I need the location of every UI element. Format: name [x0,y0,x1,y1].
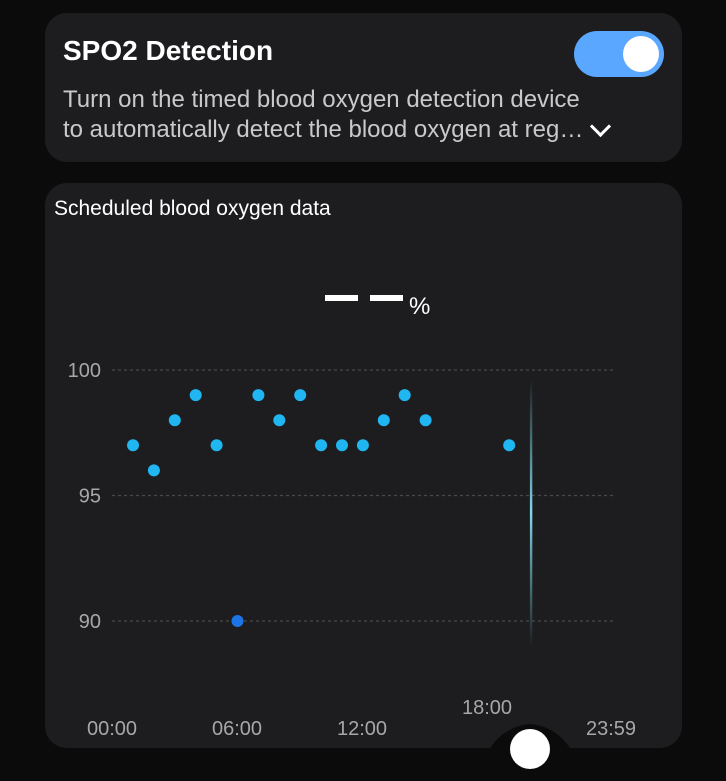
x-tick-label: 12:00 [337,718,387,740]
spo2-title: SPO2 Detection [63,35,274,66]
data-point[interactable] [419,414,432,427]
data-point[interactable] [273,414,286,427]
data-point[interactable] [503,439,516,452]
x-tick-label: 06:00 [212,718,262,740]
y-tick-label: 90 [79,611,101,633]
y-tick-label: 95 [79,486,101,508]
toggle-knob [623,36,659,72]
reading-unit: % [409,293,431,320]
current-reading: % [325,273,430,320]
data-point[interactable] [315,439,328,452]
data-point[interactable] [147,464,160,477]
data-point[interactable] [127,439,139,452]
data-point[interactable] [168,414,181,427]
data-point[interactable] [398,389,411,402]
x-tick-label: 00:00 [87,718,137,740]
scrubber-handle[interactable] [510,729,550,769]
x-tick-label: 18:00 [462,697,512,719]
time-cursor-line[interactable] [529,380,533,646]
data-point[interactable] [356,439,369,452]
spo2-description[interactable]: Turn on the timed blood oxygen detection… [63,85,612,145]
data-point[interactable] [336,439,348,452]
x-tick-label: 23:59 [586,718,636,740]
data-point[interactable] [189,389,202,402]
data-point[interactable] [252,389,265,402]
y-tick-label: 100 [68,360,101,382]
description-line-1: Turn on the timed blood oxygen detection… [63,86,580,113]
chart-title: Scheduled blood oxygen data [54,197,331,220]
blood-oxygen-chart-card: Scheduled blood oxygen data % [45,183,682,748]
data-point[interactable] [231,615,244,627]
spo2-detection-card: SPO2 Detection Turn on the timed blood o… [45,13,682,162]
reading-dash [325,295,358,301]
data-point[interactable] [294,389,307,402]
spo2-toggle[interactable] [574,31,664,77]
data-point[interactable] [377,414,390,427]
description-line-2: to automatically detect the blood oxygen… [63,116,584,143]
data-point[interactable] [210,439,223,452]
reading-dash [370,295,403,301]
